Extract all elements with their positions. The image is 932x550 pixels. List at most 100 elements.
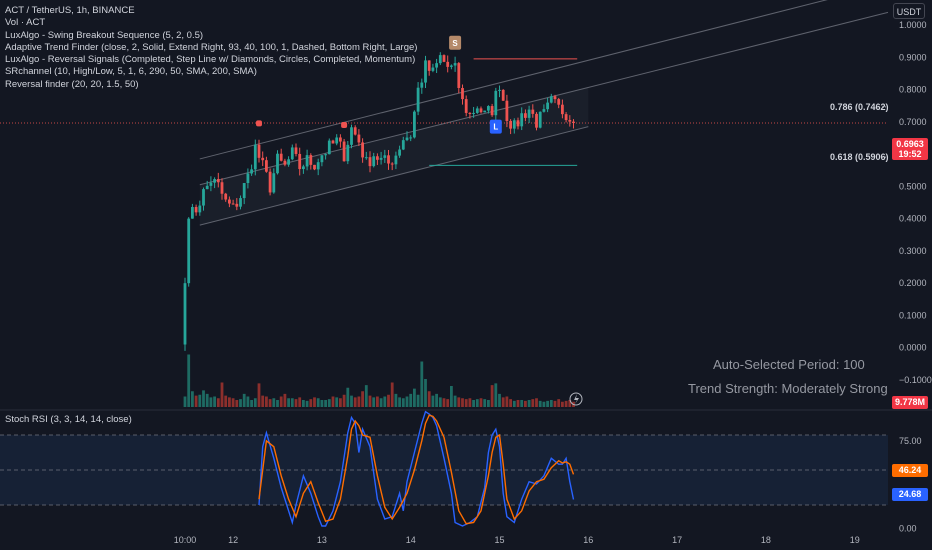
candle-body xyxy=(538,111,542,128)
volume-bar xyxy=(194,395,198,407)
volume-bar xyxy=(276,400,279,407)
candle-body xyxy=(572,121,575,124)
candle-body xyxy=(394,155,398,165)
currency-button[interactable]: USDT xyxy=(893,3,925,19)
time-tick-label: 12 xyxy=(228,535,238,545)
candle-body xyxy=(531,109,535,114)
candle-body xyxy=(257,144,261,158)
indicator-adaptive-trend[interactable]: Adaptive Trend Finder (close, 2, Solid, … xyxy=(5,41,418,53)
candle-body xyxy=(316,162,320,170)
volume-bar xyxy=(453,395,457,407)
reversal-dot xyxy=(341,122,348,129)
stoch-tick-label: 0.00 xyxy=(899,523,917,533)
volume-bar xyxy=(457,397,461,407)
volume-bar xyxy=(416,394,420,407)
symbol-title[interactable]: ACT / TetherUS, 1h, BINANCE xyxy=(5,5,135,16)
volume-bar xyxy=(398,397,401,407)
candle-body xyxy=(498,89,501,91)
volume-bar xyxy=(305,400,309,407)
indicator-swing-breakout[interactable]: LuxAlgo - Swing Breakout Sequence (5, 2,… xyxy=(5,29,204,41)
signal-label: L xyxy=(493,123,498,132)
candle-body xyxy=(231,203,235,205)
candle-body xyxy=(253,144,257,170)
fib-level-label: 0.786 (0.7462) xyxy=(830,102,889,112)
indicator-volume[interactable]: Vol · ACT xyxy=(5,17,46,29)
candle-body xyxy=(276,153,279,174)
candle-body xyxy=(461,87,464,100)
candle-body xyxy=(424,60,427,83)
candle-body xyxy=(183,283,187,345)
stoch-k-line xyxy=(258,410,575,527)
candle-body xyxy=(509,120,512,129)
candle-body xyxy=(390,163,394,165)
candle-body xyxy=(516,120,520,127)
candle-body xyxy=(520,113,524,127)
volume-bar xyxy=(183,396,187,407)
time-tick-label: 10:00 xyxy=(174,535,197,545)
volume-bar xyxy=(294,399,298,407)
volume-bar xyxy=(279,396,283,407)
volume-bar xyxy=(549,400,553,407)
volume-bar xyxy=(316,398,320,407)
indicator-srchannel[interactable]: SRchannel (10, High/Low, 5, 1, 6, 290, 5… xyxy=(5,66,257,78)
signal-label: S xyxy=(452,39,458,48)
long-signal-tag xyxy=(489,119,502,134)
candle-body xyxy=(398,149,401,156)
candle-body xyxy=(294,147,298,154)
candle-body xyxy=(302,166,305,170)
candle-body xyxy=(464,99,468,113)
candle-body xyxy=(376,156,379,160)
volume-bar xyxy=(564,400,568,407)
stoch-rsi-title[interactable]: Stoch RSI (3, 3, 14, 14, close) xyxy=(5,414,132,425)
candle-body xyxy=(383,155,387,158)
candle-body xyxy=(335,137,339,144)
candle-body xyxy=(353,127,357,135)
candle-body xyxy=(457,63,461,88)
candle-body xyxy=(283,160,287,165)
stoch-tick-label: 75.00 xyxy=(899,436,922,446)
time-tick-label: 14 xyxy=(406,535,416,545)
volume-bar xyxy=(383,396,387,407)
volume-bar xyxy=(446,399,450,407)
candle-body xyxy=(446,61,450,67)
candle-body xyxy=(246,173,250,184)
volume-bar xyxy=(531,399,535,407)
time-tick-label: 18 xyxy=(761,535,771,545)
candle-body xyxy=(564,114,568,121)
candle-body xyxy=(309,155,313,165)
indicator-reversal-signals[interactable]: LuxAlgo - Reversal Signals (Completed, S… xyxy=(5,54,416,66)
volume-bar xyxy=(527,400,531,407)
volume-bar xyxy=(505,396,509,407)
volume-bar xyxy=(487,400,490,407)
volume-bar xyxy=(405,396,409,407)
price-tick-label: 0.0000 xyxy=(899,343,927,353)
candle-body xyxy=(542,109,546,112)
candle-body xyxy=(431,67,435,71)
volume-bar xyxy=(468,398,472,407)
stoch-d-badge: 46.24 xyxy=(892,464,928,477)
volume-bar xyxy=(490,385,494,407)
candle-body xyxy=(427,60,431,71)
candle-body xyxy=(313,164,316,170)
candle-body xyxy=(568,120,572,122)
volume-bar xyxy=(331,396,335,407)
candle-body xyxy=(268,171,272,193)
volume-bar xyxy=(512,400,516,407)
candle-body xyxy=(475,108,479,113)
time-tick-label: 13 xyxy=(317,535,327,545)
volume-bar xyxy=(283,393,287,407)
volume-bar xyxy=(368,395,372,407)
volume-bar xyxy=(228,397,231,407)
candle-body xyxy=(416,87,420,112)
volume-bar xyxy=(309,399,313,407)
last-price-badge: 0.6963 19:52 xyxy=(892,138,928,160)
candle-body xyxy=(327,140,331,155)
candle-body xyxy=(405,137,409,141)
channel-upper-line xyxy=(199,0,828,160)
channel-lower-line xyxy=(199,126,589,226)
candle-body xyxy=(372,156,376,167)
candle-body xyxy=(220,182,224,194)
volume-bar xyxy=(438,397,442,407)
indicator-reversal-finder[interactable]: Reversal finder (20, 20, 1.5, 50) xyxy=(5,78,139,90)
